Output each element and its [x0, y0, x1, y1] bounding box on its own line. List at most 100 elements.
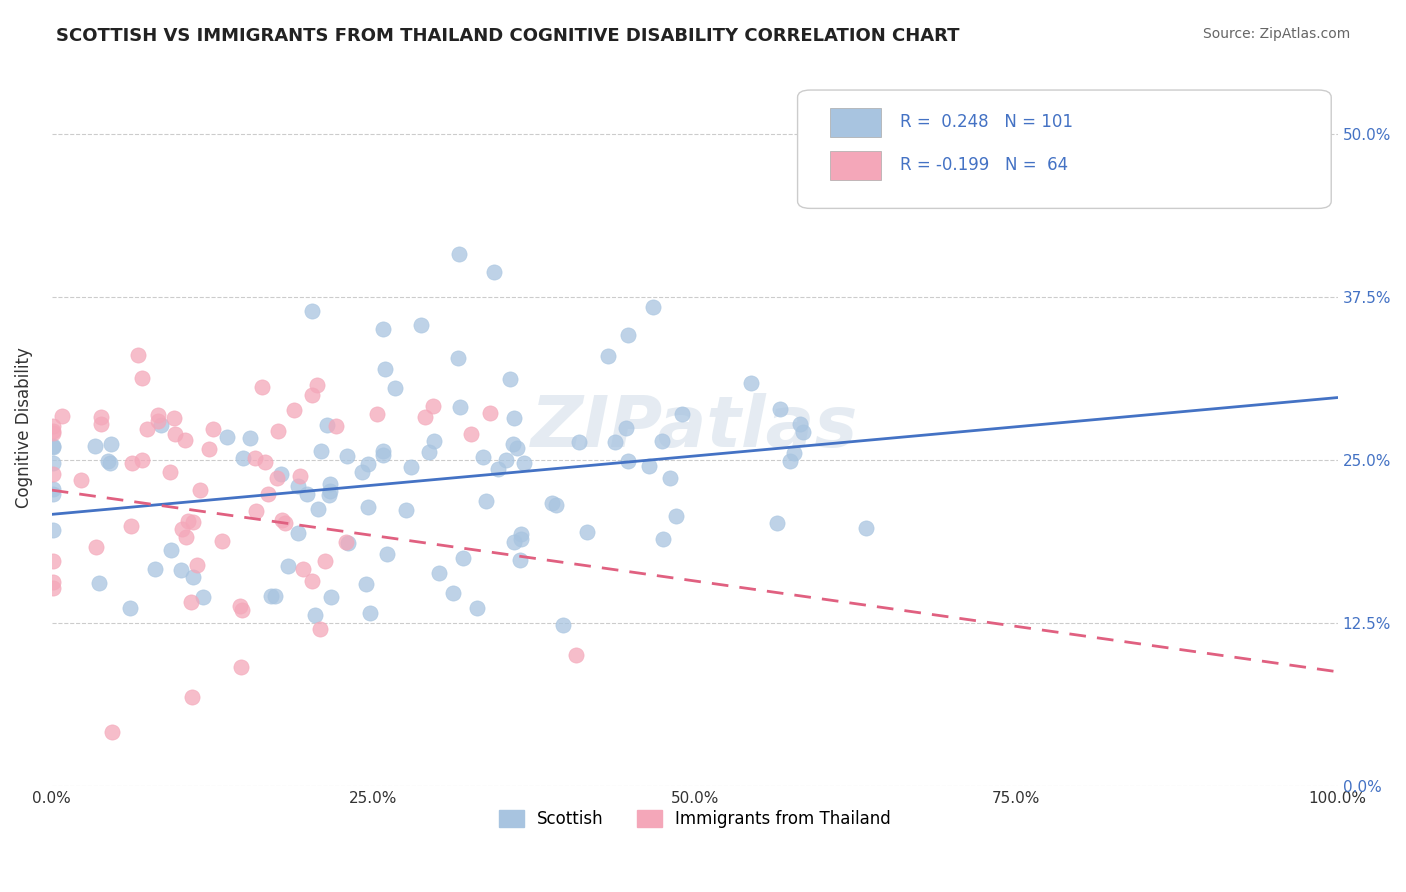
Point	[325, 419, 347, 434]
Point	[605, 435, 627, 450]
Point	[160, 543, 183, 558]
Point	[121, 519, 143, 533]
Point	[42, 441, 65, 455]
Point	[87, 575, 110, 590]
Point	[541, 496, 564, 510]
Point	[506, 441, 529, 455]
Point	[101, 725, 124, 739]
Point	[181, 570, 204, 584]
FancyBboxPatch shape	[797, 90, 1331, 209]
Point	[131, 453, 153, 467]
Point	[782, 446, 804, 460]
Point	[188, 483, 211, 498]
Point	[51, 409, 73, 424]
Point	[423, 434, 446, 448]
Point	[427, 566, 450, 580]
Point	[271, 513, 294, 527]
Point	[304, 607, 326, 622]
Point	[337, 536, 360, 550]
Point	[170, 563, 193, 577]
Point	[671, 407, 693, 421]
Point	[250, 380, 273, 394]
Point	[449, 400, 471, 414]
Point	[42, 483, 65, 497]
Point	[170, 522, 193, 536]
Point	[274, 516, 297, 530]
Point	[42, 554, 65, 568]
Point	[792, 425, 814, 439]
Point	[239, 431, 262, 445]
Point	[127, 348, 149, 362]
FancyBboxPatch shape	[830, 151, 882, 179]
Point	[201, 422, 224, 436]
Point	[287, 479, 309, 493]
Point	[267, 424, 290, 438]
Point	[121, 456, 143, 470]
Point	[264, 590, 287, 604]
Point	[42, 574, 65, 589]
Point	[394, 503, 416, 517]
Point	[499, 372, 522, 386]
Point	[42, 439, 65, 453]
Point	[143, 562, 166, 576]
Point	[260, 589, 283, 603]
Point	[292, 562, 315, 576]
Text: ZIPatlas: ZIPatlas	[531, 392, 859, 462]
Point	[301, 574, 323, 589]
Point	[460, 427, 482, 442]
Point	[335, 535, 357, 549]
Point	[162, 411, 184, 425]
Point	[373, 448, 395, 462]
Point	[475, 494, 498, 508]
Point	[598, 350, 620, 364]
Point	[229, 660, 252, 674]
Point	[354, 576, 377, 591]
Point	[146, 408, 169, 422]
Point	[359, 606, 381, 620]
Point	[441, 586, 464, 600]
Point	[651, 434, 673, 449]
Point	[42, 424, 65, 438]
Point	[318, 488, 340, 502]
Point	[42, 426, 65, 441]
Point	[231, 603, 253, 617]
Point	[181, 515, 204, 529]
Point	[290, 468, 312, 483]
Point	[84, 540, 107, 554]
Point	[191, 590, 214, 604]
Text: Source: ZipAtlas.com: Source: ZipAtlas.com	[1202, 27, 1350, 41]
Point	[319, 477, 342, 491]
Point	[614, 421, 637, 435]
Point	[374, 362, 396, 376]
Point	[42, 581, 65, 595]
Point	[186, 558, 208, 573]
Point	[232, 451, 254, 466]
Point	[418, 445, 440, 459]
Text: R =  0.248   N = 101: R = 0.248 N = 101	[900, 113, 1073, 131]
Point	[301, 304, 323, 318]
Point	[617, 327, 640, 342]
Point	[638, 458, 661, 473]
Point	[478, 406, 501, 420]
Point	[740, 376, 762, 391]
Point	[779, 453, 801, 467]
Point	[297, 487, 319, 501]
Point	[510, 526, 533, 541]
Point	[482, 265, 505, 279]
Point	[513, 456, 536, 470]
Point	[336, 449, 359, 463]
Point	[270, 467, 292, 482]
Point	[641, 300, 664, 314]
Point	[146, 414, 169, 428]
Point	[173, 433, 195, 447]
Point	[84, 439, 107, 453]
Point	[568, 435, 591, 450]
Point	[665, 509, 688, 524]
Point	[245, 503, 267, 517]
Point	[243, 450, 266, 465]
Point	[315, 417, 337, 432]
Point	[131, 371, 153, 385]
Point	[375, 547, 398, 561]
FancyBboxPatch shape	[830, 108, 882, 136]
Point	[307, 501, 329, 516]
